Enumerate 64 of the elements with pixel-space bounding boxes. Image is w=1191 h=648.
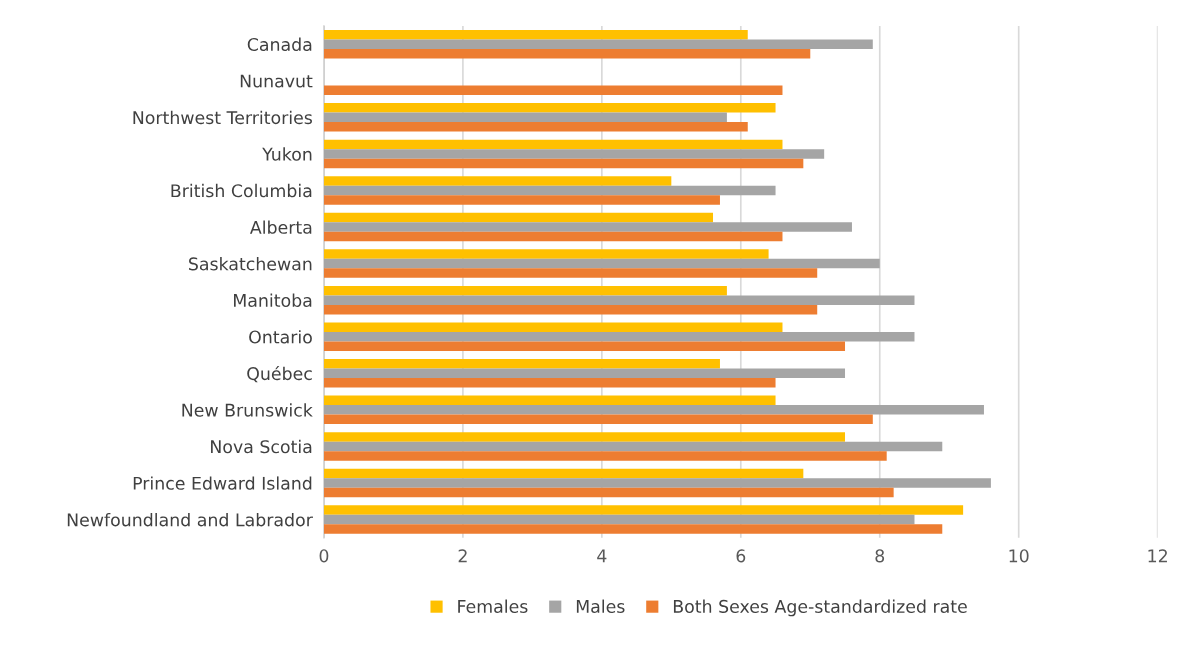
bar [323, 212, 714, 223]
bar [323, 378, 776, 388]
bar [323, 414, 873, 425]
x-tick-label: 12 [1148, 549, 1167, 563]
legend-label: Females [458, 599, 528, 613]
y-tick-label: Alberta [249, 220, 312, 234]
bar [323, 122, 748, 132]
bar [323, 304, 818, 315]
x-tick-label: 10 [1009, 549, 1029, 563]
y-tick-label: British Columbia [171, 183, 312, 198]
bar [323, 432, 846, 442]
bar [323, 112, 727, 123]
y-tick-label: Yukon [262, 147, 312, 161]
x-tick-label: 4 [597, 549, 607, 563]
bar [323, 468, 804, 479]
bar [323, 29, 748, 40]
bar [323, 85, 783, 96]
y-tick-label: Saskatchewan [189, 257, 312, 271]
bar [323, 285, 727, 296]
y-tick-label: Canada [247, 37, 312, 52]
bar [323, 158, 804, 169]
legend-label: Males [576, 599, 625, 613]
bar [323, 405, 984, 415]
bar [323, 103, 776, 113]
bar [323, 322, 783, 332]
bar [323, 331, 915, 342]
y-tick-label: Prince Edward Island [133, 476, 312, 490]
bar [323, 368, 846, 379]
bar [323, 231, 783, 242]
y-tick-label: Nunavut [240, 74, 313, 88]
bar [323, 478, 991, 488]
y-tick-label: Ontario [249, 330, 312, 344]
x-tick-label: 6 [736, 549, 746, 563]
bar [323, 487, 894, 498]
bar [323, 222, 852, 232]
x-tick-label: 2 [458, 549, 467, 563]
y-tick-label: Manitoba [234, 293, 312, 308]
bar [323, 149, 825, 159]
x-tick-label: 8 [875, 549, 885, 563]
bar [323, 441, 943, 452]
bar [323, 268, 818, 278]
legend-label: Both Sexes Age-standardized rate [673, 599, 967, 617]
x-tick-label: 0 [319, 549, 329, 563]
bar [323, 341, 846, 351]
bar [323, 249, 769, 259]
bar [323, 451, 887, 461]
bar [323, 185, 776, 196]
bar [323, 359, 720, 369]
y-tick-label: Nova Scotia [211, 439, 312, 454]
bar [323, 524, 943, 534]
bar [323, 258, 880, 269]
y-tick-label: New Brunswick [182, 403, 313, 417]
bar [323, 48, 811, 59]
bar [323, 39, 873, 49]
bar [323, 295, 915, 305]
bar [323, 395, 776, 406]
bar [323, 139, 783, 150]
y-tick-label: Northwest Territories [133, 110, 312, 125]
y-tick-label: Newfoundland and Labrador [67, 512, 313, 527]
bar [323, 195, 720, 205]
y-tick-label: Québec [247, 366, 312, 383]
bar [323, 505, 964, 515]
bar [323, 176, 672, 186]
bar [323, 514, 915, 525]
